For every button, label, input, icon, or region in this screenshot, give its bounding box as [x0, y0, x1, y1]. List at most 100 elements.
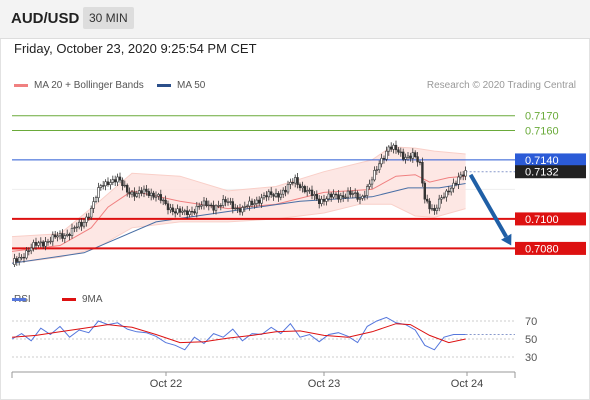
candle [231, 198, 234, 214]
candle [454, 180, 458, 187]
candle [262, 192, 266, 200]
level-label-current: 0.7132 [515, 165, 586, 179]
candle [313, 191, 316, 201]
candle [308, 187, 311, 194]
candle [97, 182, 100, 203]
candle [130, 189, 134, 198]
rsi-ma-swatch [62, 298, 76, 301]
candle [181, 206, 184, 216]
candle [73, 225, 76, 233]
candle [186, 205, 189, 219]
forecast-arrow-head [501, 233, 512, 246]
candle [358, 193, 362, 205]
candle [344, 193, 347, 199]
candle [289, 178, 292, 190]
candle [32, 239, 35, 252]
candle [82, 218, 86, 229]
time-tick-label: Oct 23 [308, 378, 340, 390]
candle [210, 202, 213, 209]
candle [236, 205, 239, 213]
rsi-ma-line [11, 323, 466, 344]
candle [380, 153, 383, 168]
candle [17, 252, 21, 266]
candle [279, 189, 282, 201]
rsi-panel: 70 50 30 [11, 316, 537, 364]
candle [157, 192, 160, 200]
candle [229, 197, 232, 205]
candle [70, 223, 74, 239]
timestamp: Friday, October 23, 2020 9:25:54 PM CET [14, 41, 257, 56]
candle [373, 166, 376, 182]
bollinger-band-area [12, 146, 466, 264]
candle [90, 205, 93, 221]
level-label-support: 0.7080 [515, 241, 586, 255]
candle [421, 157, 424, 187]
candle [416, 152, 419, 167]
level-label-pivot: 0.7140 [515, 153, 586, 167]
candle [265, 191, 268, 202]
candle [406, 151, 410, 161]
candle [320, 195, 323, 207]
candle [166, 200, 170, 215]
level-label-support: 0.7100 [515, 212, 586, 226]
rsi-line [11, 316, 466, 351]
candle [385, 146, 388, 162]
ma50-swatch [157, 83, 171, 87]
candle [164, 195, 167, 206]
candle [39, 237, 43, 248]
candle [68, 232, 71, 241]
candle [356, 190, 359, 202]
candle [430, 204, 434, 212]
candle [152, 190, 155, 200]
candle [310, 185, 314, 200]
candle [195, 201, 198, 218]
candle [442, 192, 446, 200]
candle [13, 253, 16, 267]
level-label-resistance: 0.7170 [525, 111, 559, 123]
candle [104, 179, 107, 191]
bollinger-upper-line [11, 146, 466, 238]
credit-text: Research © 2020 Trading Central [426, 80, 576, 91]
candle [53, 230, 57, 239]
candle [121, 177, 124, 191]
candle [63, 233, 67, 243]
time-tick-label: Oct 24 [451, 378, 483, 390]
candle [440, 194, 443, 204]
candle [298, 182, 302, 191]
candle [361, 194, 364, 201]
candle [394, 140, 398, 154]
candle [41, 240, 45, 249]
candle [37, 240, 40, 248]
svg-text:0.7132: 0.7132 [525, 167, 559, 179]
svg-text:0.7160: 0.7160 [525, 125, 559, 137]
candle [46, 238, 50, 246]
candle [267, 189, 270, 201]
candle [368, 179, 371, 190]
candle [272, 192, 275, 201]
candle [301, 181, 304, 193]
rsi-tick-label: 30 [525, 352, 537, 364]
candle [126, 183, 129, 197]
candle [193, 208, 196, 215]
candle [399, 147, 402, 157]
rsi-tick-label: 50 [525, 334, 537, 346]
candle [61, 229, 64, 242]
time-axis: Oct 22 Oct 23 Oct 24 [11, 371, 516, 390]
candle [183, 208, 186, 216]
candle [162, 197, 165, 206]
candle [138, 186, 141, 199]
candle [15, 256, 18, 266]
candle [20, 254, 23, 261]
candle [171, 204, 174, 216]
candle [437, 194, 441, 212]
candle [464, 166, 467, 181]
candle [241, 205, 244, 216]
candle [226, 197, 230, 206]
candle [133, 187, 136, 201]
candle [423, 180, 426, 204]
timeframe-button[interactable]: 30 MIN [83, 7, 134, 29]
candle [66, 229, 69, 238]
candle [409, 152, 412, 162]
candle [27, 247, 30, 256]
